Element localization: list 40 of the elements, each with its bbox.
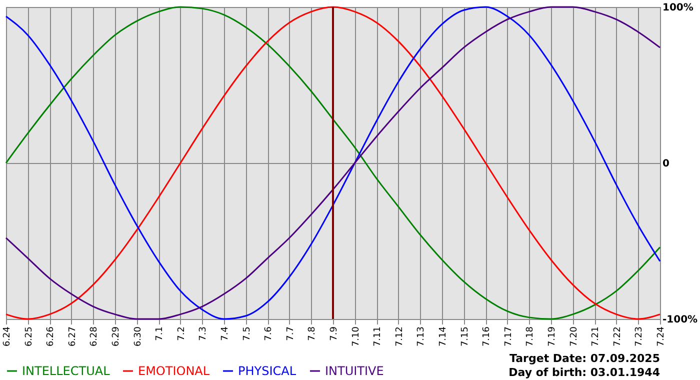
- x-tick-label: 7.13: [416, 326, 427, 347]
- x-tick-label: 7.14: [438, 326, 448, 347]
- x-tick-label: 7.19: [548, 326, 558, 347]
- x-tick-label: 7.7: [286, 326, 296, 341]
- legend-label: EMOTIONAL: [138, 364, 210, 378]
- x-tick-label: 7.10: [351, 326, 362, 347]
- x-tick-label: 6.28: [90, 326, 100, 347]
- legend-label: INTUITIVE: [325, 364, 384, 378]
- x-tick-label: 7.15: [460, 326, 470, 347]
- text: Day of birth: 03.01.1944: [508, 366, 660, 379]
- x-tick-label: 6.27: [68, 326, 78, 347]
- x-tick-label: 7.23: [634, 326, 645, 347]
- y-tick-label: 0: [662, 158, 670, 170]
- x-tick-label: 7.6: [264, 326, 274, 341]
- text: Target Date: 07.09.2025: [510, 352, 660, 365]
- x-tick-label: 7.16: [482, 326, 492, 347]
- x-tick-label: 7.5: [242, 326, 252, 341]
- x-tick-label: 7.24: [656, 326, 666, 347]
- y-tick-label: -100%: [662, 314, 698, 326]
- x-tick-label: 7.12: [394, 326, 405, 347]
- x-tick-label: 6.29: [112, 326, 122, 347]
- x-tick-label: 7.1: [155, 326, 166, 341]
- x-tick-label: 7.17: [504, 326, 514, 347]
- x-tick-label: 7.22: [612, 326, 623, 347]
- x-tick-label: 6.26: [46, 326, 56, 347]
- y-tick-label: 100%: [662, 2, 694, 14]
- x-tick-label: 7.21: [591, 326, 602, 347]
- x-tick-label: 7.9: [330, 326, 340, 341]
- x-tick-label: 7.20: [569, 326, 580, 347]
- x-tick-label: 7.3: [198, 326, 209, 341]
- x-tick-label: 7.18: [526, 326, 536, 347]
- x-tick-label: 7.4: [220, 326, 230, 341]
- x-tick-label: 7.11: [373, 326, 384, 347]
- x-tick-label: 6.25: [24, 326, 34, 347]
- legend-label: PHYSICAL: [238, 364, 296, 378]
- x-tick-label: 6.30: [133, 326, 144, 347]
- x-tick-label: 7.8: [308, 326, 318, 341]
- x-tick-label: 7.2: [176, 326, 187, 341]
- x-tick-label: 6.24: [2, 326, 12, 347]
- legend-label: INTELLECTUAL: [22, 364, 110, 378]
